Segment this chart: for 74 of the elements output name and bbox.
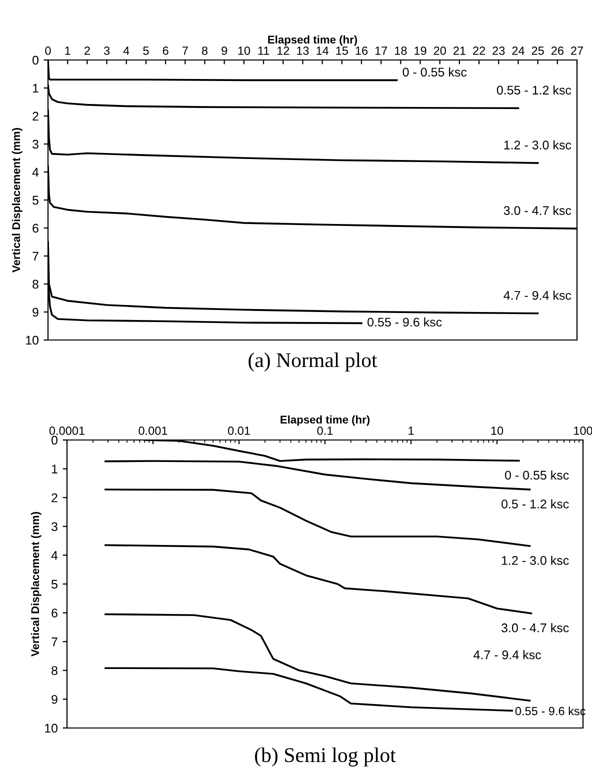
y-tick-label: 9 [52, 695, 58, 704]
series-label: 0 - 0.55 ksc [402, 67, 467, 77]
series-label: 0.55 - 9.6 ksc [368, 317, 442, 327]
series-label: 4.7 - 9.4 ksc [504, 290, 572, 300]
x-axis-title: Elapsed time (hr) [268, 35, 358, 46]
y-axis-title: Vertical Displacement (mm) [12, 128, 22, 272]
x-tick-label: 26 [551, 46, 564, 55]
x-tick-label: 21 [453, 46, 466, 55]
series-label: 1.2 - 3.0 ksc [504, 140, 572, 150]
x-tick-label: 6 [162, 46, 168, 55]
y-tick-label: 7 [52, 638, 58, 646]
y-tick-label: 3 [32, 140, 38, 149]
series-label: 3.0 - 4.7 ksc [504, 206, 572, 215]
x-tick-label: 2 [84, 46, 90, 55]
x-tick-label: 15 [336, 46, 348, 55]
x-tick-label: 10 [491, 426, 504, 435]
y-tick-label: 2 [32, 112, 38, 121]
x-tick-label: 11 [258, 46, 270, 55]
x-tick-label: 16 [356, 46, 368, 55]
x-tick-label: 27 [571, 46, 583, 55]
x-tick-label: 23 [492, 46, 505, 55]
x-tick-label: 25 [532, 46, 544, 55]
y-tick-label: 4 [51, 551, 58, 560]
x-tick-label: 0.01 [228, 426, 250, 435]
x-tick-label: 10 [238, 46, 250, 55]
y-tick-label: 1 [32, 84, 38, 93]
x-tick-label: 9 [222, 46, 228, 55]
x-tick-label: 12 [277, 46, 290, 55]
y-tick-label: 7 [32, 252, 38, 261]
y-tick-label: 10 [26, 336, 38, 345]
y-tick-label: 8 [52, 666, 58, 676]
y-tick-label: 3 [52, 522, 58, 532]
x-tick-label: 5 [143, 46, 149, 55]
x-tick-label: 0.0001 [49, 426, 84, 435]
series-label: 1.2 - 3.0 ksc [502, 556, 569, 565]
x-tick-label: 20 [434, 46, 446, 55]
y-tick-label: 2 [52, 493, 58, 502]
x-tick-label: 0.001 [138, 426, 168, 435]
x-axis-title: Elapsed time (hr) [280, 415, 370, 426]
series-label: 0 - 0.55 ksc [504, 470, 569, 480]
x-tick-label: 18 [395, 46, 407, 55]
text: 4.7 - 9.4 ksc [474, 650, 542, 660]
text: (a) Normal plot [248, 352, 378, 372]
series-label: 3.0 - 4.7 ksc [502, 623, 569, 632]
y-tick-label: 8 [32, 280, 38, 289]
y-tick-label: 5 [52, 580, 58, 589]
x-tick-label: 8 [202, 46, 208, 55]
y-tick-label: 6 [52, 608, 58, 618]
x-tick-label: 0.1 [317, 426, 333, 435]
y-tick-label: 10 [45, 724, 58, 733]
y-tick-label: 1 [52, 464, 58, 474]
y-tick-label: 6 [32, 224, 38, 233]
x-tick-label: 1 [65, 46, 70, 55]
x-tick-label: 17 [375, 46, 388, 55]
x-tick-label: 19 [414, 46, 426, 55]
series-label: 0.55 - 1.2 ksc [496, 85, 572, 95]
x-tick-label: 0 [45, 46, 51, 55]
x-tick-label: 7 [182, 46, 188, 55]
y-tick-label: 0 [52, 436, 58, 445]
x-tick-label: 3 [104, 46, 110, 55]
x-tick-label: 100 [574, 426, 592, 435]
y-tick-label: 0 [32, 56, 38, 65]
series-label: 0.5 - 1.2 ksc [502, 499, 569, 508]
x-tick-label: 4 [123, 46, 130, 55]
y-tick-label: 4 [32, 168, 39, 177]
y-tick-label: 5 [32, 196, 38, 205]
x-tick-label: 24 [512, 46, 524, 55]
x-tick-label: 14 [316, 46, 329, 55]
y-axis-title: Vertical Displacement (mm) [30, 512, 42, 656]
y-tick-label: 9 [32, 308, 38, 317]
text: (b) Semi log plot [255, 748, 396, 766]
x-tick-label: 22 [473, 46, 486, 55]
x-tick-label: 1 [408, 426, 414, 435]
x-tick-label: 13 [297, 46, 309, 55]
